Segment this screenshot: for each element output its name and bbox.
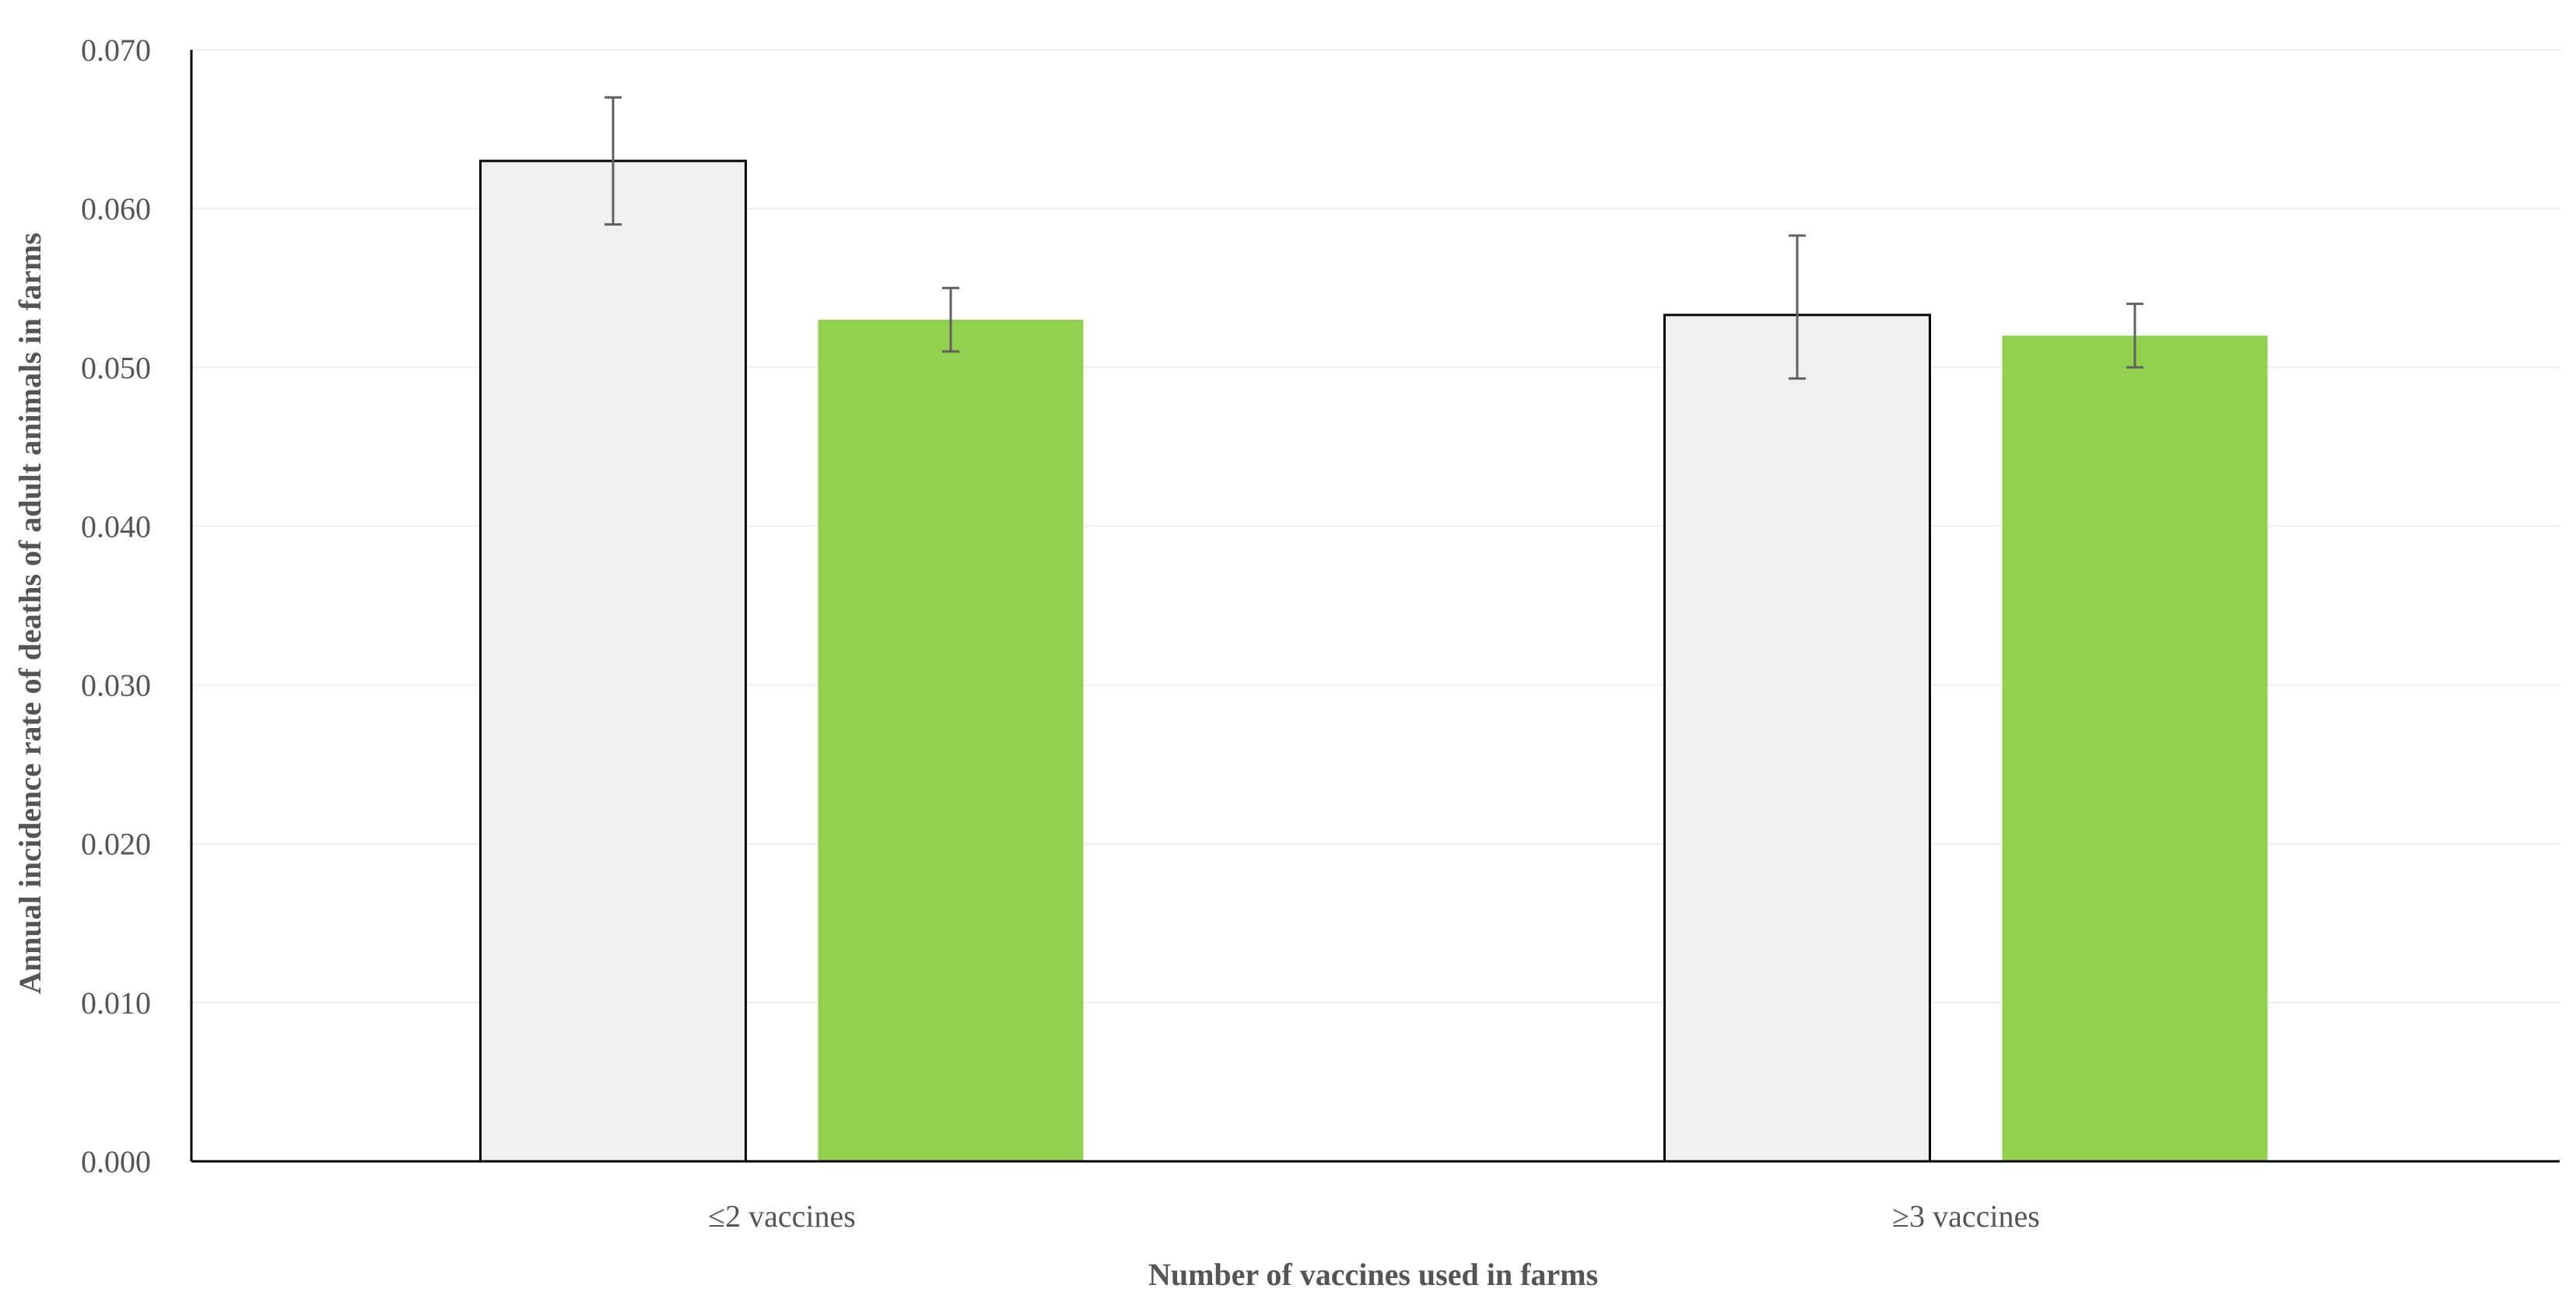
bar-series1-ge3	[1663, 313, 1931, 1163]
y-tick-label: 0.040	[81, 509, 151, 544]
x-axis-title: Number of vaccines used in farms	[1148, 1257, 1598, 1292]
bars	[479, 159, 2268, 1163]
bar-series2-le2	[818, 320, 1084, 1161]
x-category-labels: ≤2 vaccines ≥3 vaccines	[708, 1199, 2040, 1234]
x-category-label: ≤2 vaccines	[708, 1199, 856, 1234]
bar-series2-ge3	[2002, 335, 2268, 1161]
bar-series1-le2	[479, 159, 747, 1163]
y-tick-label: 0.010	[81, 986, 151, 1021]
error-bars	[605, 96, 2143, 380]
y-tick-labels: 0.000 0.010 0.020 0.030 0.040 0.050 0.060 0.070	[81, 33, 151, 1179]
y-tick-label: 0.020	[81, 827, 151, 862]
y-tick-label: 0.060	[81, 191, 151, 226]
error-bar	[2126, 303, 2143, 369]
error-bar	[605, 96, 622, 226]
axes	[190, 50, 2560, 1163]
y-tick-label: 0.000	[81, 1144, 151, 1179]
error-bar	[942, 286, 959, 353]
y-tick-label: 0.070	[81, 33, 151, 68]
y-axis-title: Annual incidence rate of deaths of adult…	[12, 233, 47, 994]
y-tick-label: 0.030	[81, 668, 151, 703]
y-tick-label: 0.050	[81, 350, 151, 385]
error-bar	[1789, 234, 1806, 380]
x-category-label: ≥3 vaccines	[1892, 1199, 2040, 1234]
